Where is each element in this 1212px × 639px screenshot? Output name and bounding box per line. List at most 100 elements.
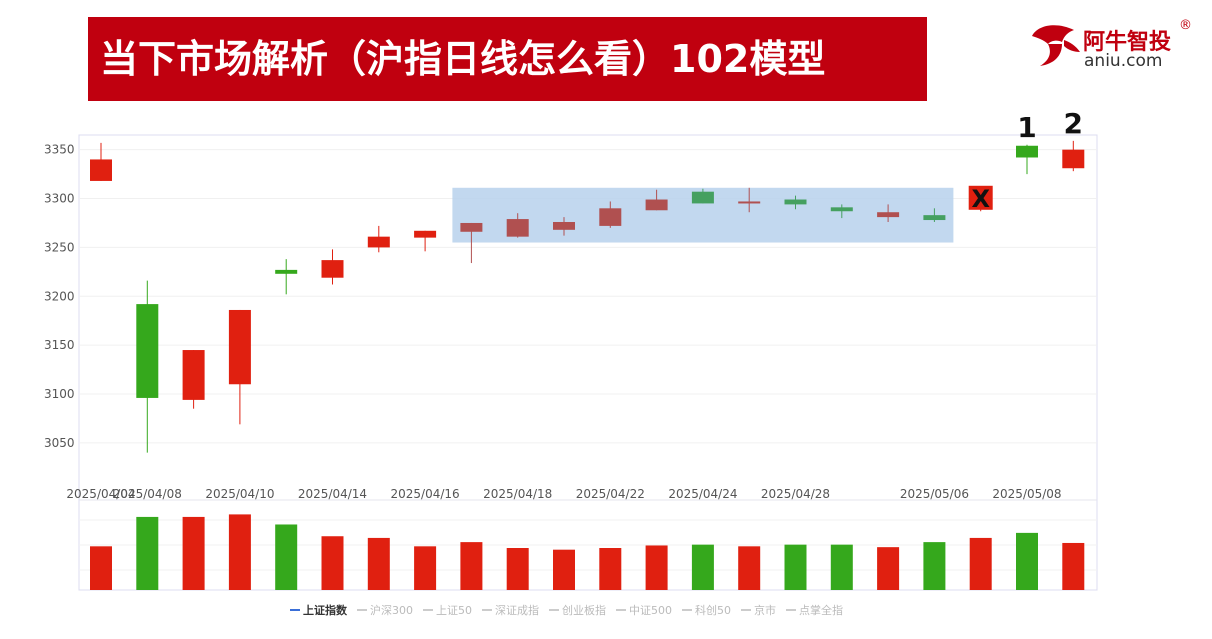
volume-bar (1016, 532, 1038, 590)
legend-label: 创业板指 (562, 604, 606, 617)
candle (90, 142, 112, 181)
candle (275, 259, 298, 295)
candle-body (460, 222, 483, 232)
legend-label: 沪深300 (370, 604, 413, 617)
volume-bar (738, 546, 761, 590)
volume-bar (599, 548, 622, 590)
y-tick-label: 3250 (44, 240, 75, 254)
volume-bar (367, 537, 390, 590)
x-tick-label: 2025/04/14 (298, 487, 367, 501)
legend-line-icon (682, 609, 692, 611)
x-marker-label: X (971, 185, 990, 213)
volume-bar (877, 547, 900, 590)
volume-bar (553, 549, 575, 590)
candle-body (1016, 145, 1038, 158)
legend-label: 上证指数 (303, 604, 347, 617)
candle (182, 350, 205, 409)
legend-line-icon (549, 609, 559, 611)
legend-label: 上证50 (436, 604, 472, 617)
y-tick-label: 3150 (44, 338, 75, 352)
x-tick-label: 2025/04/28 (761, 487, 830, 501)
volume-bar (691, 544, 714, 590)
volume-bar (90, 546, 112, 590)
candle (830, 204, 853, 219)
candle (923, 208, 946, 222)
candle-body (923, 215, 946, 221)
candle-body (877, 212, 900, 218)
y-tick-label: 3100 (44, 387, 75, 401)
legend-line-icon (290, 609, 300, 611)
logo-domain: aniu.com (1084, 51, 1163, 71)
x-marker-box (968, 185, 993, 210)
legend-item[interactable]: 创业板指 (549, 601, 606, 619)
legend-line-icon (357, 609, 367, 611)
candle-body (414, 230, 437, 238)
x-tick-label: 2025/05/06 (900, 487, 969, 501)
candle (506, 213, 529, 238)
volume-bar (830, 544, 853, 590)
volume-bar (923, 542, 946, 590)
candle (599, 201, 622, 228)
legend-item[interactable]: 上证50 (423, 601, 472, 619)
legend-label: 科创50 (695, 604, 731, 617)
x-tick-label: 2025/04/08 (113, 487, 182, 501)
candle (136, 280, 159, 453)
candle-body (830, 207, 853, 212)
candle (553, 217, 575, 236)
x-tick-label: 2025/05/08 (992, 487, 1061, 501)
legend-label: 深证成指 (495, 604, 539, 617)
candle (414, 230, 437, 252)
candle (228, 309, 251, 425)
candle (1016, 144, 1038, 175)
x-tick-label: 2025/04/10 (205, 487, 274, 501)
volume-bar (645, 545, 668, 590)
y-tick-label: 3350 (44, 143, 75, 157)
x-tick-label: 2025/04/22 (576, 487, 645, 501)
volume-bar (969, 537, 992, 590)
legend-item[interactable]: 科创50 (682, 601, 731, 619)
annotation-layer: X 1 2 (968, 107, 1083, 213)
legend-label: 京市 (754, 604, 776, 617)
candle-body (599, 208, 622, 226)
candle-body (645, 199, 668, 211)
legend-item[interactable]: 沪深300 (357, 601, 413, 619)
volume-bar (136, 516, 159, 590)
x-tick-label: 2025/04/16 (391, 487, 460, 501)
candle (877, 204, 900, 222)
y-tick-label: 3300 (44, 192, 75, 206)
legend-line-icon (741, 609, 751, 611)
candle-body (275, 269, 298, 274)
index-legend: 上证指数 沪深300 上证50 深证成指 创业板指 中证500 科创50 京市 点掌全指 (290, 601, 843, 619)
chart-frame (78, 134, 1098, 591)
legend-item[interactable]: 京市 (741, 601, 776, 619)
candle-body (1062, 149, 1085, 169)
bull-logo-icon (1032, 25, 1080, 66)
y-tick-label: 3200 (44, 289, 75, 303)
candle (645, 189, 668, 211)
candle (321, 249, 344, 285)
candle (367, 225, 390, 253)
logo-name-cn: 阿牛智投 (1083, 30, 1172, 55)
candle-body (506, 219, 529, 237)
label-layer: 30503100315032003250330033502025/04/0420… (44, 143, 1062, 501)
volume-bar (275, 524, 298, 590)
candle (460, 222, 483, 264)
volume-layer (90, 514, 1085, 590)
legend-item[interactable]: 点掌全指 (786, 601, 843, 619)
legend-item[interactable]: 深证成指 (482, 601, 539, 619)
candle-body (691, 191, 714, 204)
candle-body (182, 350, 205, 400)
candle-body (553, 221, 575, 230)
volume-bar (182, 516, 205, 590)
legend-line-icon (482, 609, 492, 611)
volume-bar (414, 546, 437, 590)
candle-body (136, 304, 159, 398)
volume-bar (321, 536, 344, 590)
annotation-label: 2 (1064, 107, 1083, 140)
title-banner: 当下市场解析（沪指日线怎么看）102模型 (88, 17, 927, 101)
legend-item[interactable]: 中证500 (616, 601, 672, 619)
volume-bar (506, 548, 529, 590)
legend-line-icon (423, 609, 433, 611)
legend-item[interactable]: 上证指数 (290, 601, 347, 619)
